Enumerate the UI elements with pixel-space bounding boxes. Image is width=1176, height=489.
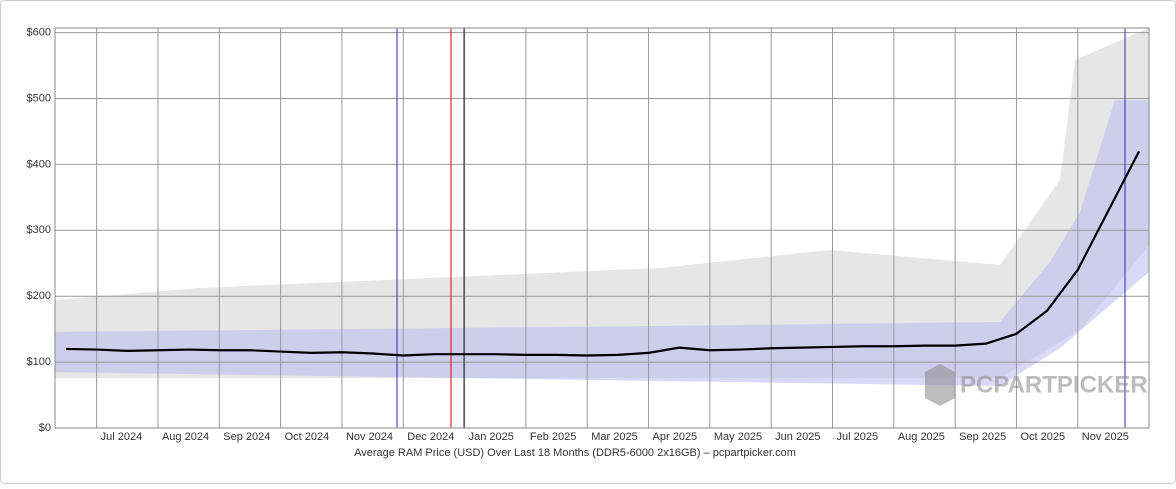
- x-tick-label: Jun 2025: [775, 431, 820, 443]
- listing-band: [55, 100, 1149, 386]
- y-tick-label: $200: [27, 290, 51, 302]
- x-tick-label: Sep 2024: [223, 431, 270, 443]
- x-tick-label: Oct 2024: [285, 431, 330, 443]
- plot-border: [54, 27, 1150, 429]
- x-tick-label: Mar 2025: [591, 431, 637, 443]
- x-tick-label: Feb 2025: [530, 431, 576, 443]
- logo-icon: [925, 364, 955, 406]
- x-tick-label: Dec 2024: [407, 431, 454, 443]
- x-tick-label: Sep 2025: [959, 431, 1006, 443]
- y-tick-label: $0: [39, 422, 51, 434]
- price-range-band: [55, 28, 1149, 378]
- x-axis-label: Average RAM Price (USD) Over Last 18 Mon…: [354, 447, 796, 459]
- x-tick-label: Aug 2024: [162, 431, 209, 443]
- y-tick-label: $400: [27, 158, 51, 170]
- x-tick-label: May 2025: [714, 431, 762, 443]
- x-tick-label: Jan 2025: [469, 431, 514, 443]
- x-tick-label: Jul 2024: [101, 431, 143, 443]
- price-line: [65, 150, 1141, 357]
- x-tick-label: Nov 2024: [346, 431, 393, 443]
- x-tick-label: Oct 2025: [1020, 431, 1065, 443]
- grid: [55, 28, 1149, 429]
- logo: PCPARTPICKER: [925, 364, 1148, 406]
- x-tick-label: Aug 2025: [898, 431, 945, 443]
- watermark: PCPARTPICKER: [960, 371, 1148, 398]
- y-tick-label: $600: [27, 27, 51, 39]
- x-tick-label: Nov 2025: [1082, 431, 1129, 443]
- y-tick-label: $300: [27, 224, 51, 236]
- x-tick-label: Apr 2025: [653, 431, 698, 443]
- x-tick-label: Jul 2025: [837, 431, 879, 443]
- y-tick-label: $100: [27, 356, 51, 368]
- y-tick-label: $500: [27, 92, 51, 104]
